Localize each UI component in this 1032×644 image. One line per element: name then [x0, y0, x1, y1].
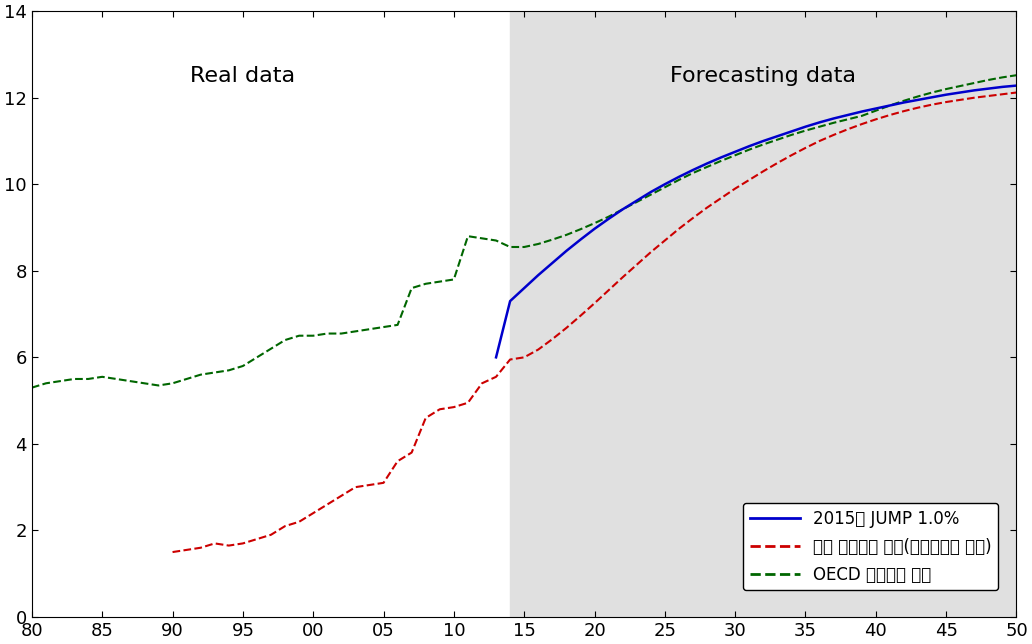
Text: Real data: Real data [190, 66, 295, 86]
Bar [510, 11, 1017, 617]
Text: Forecasting data: Forecasting data [671, 66, 857, 86]
Legend: 2015년 JUMP 1.0%, 한국 사회지출 현물(현재추세로 예측), OECD 사회지출 현물: 2015년 JUMP 1.0%, 한국 사회지출 현물(현재추세로 예측), O… [743, 503, 998, 591]
